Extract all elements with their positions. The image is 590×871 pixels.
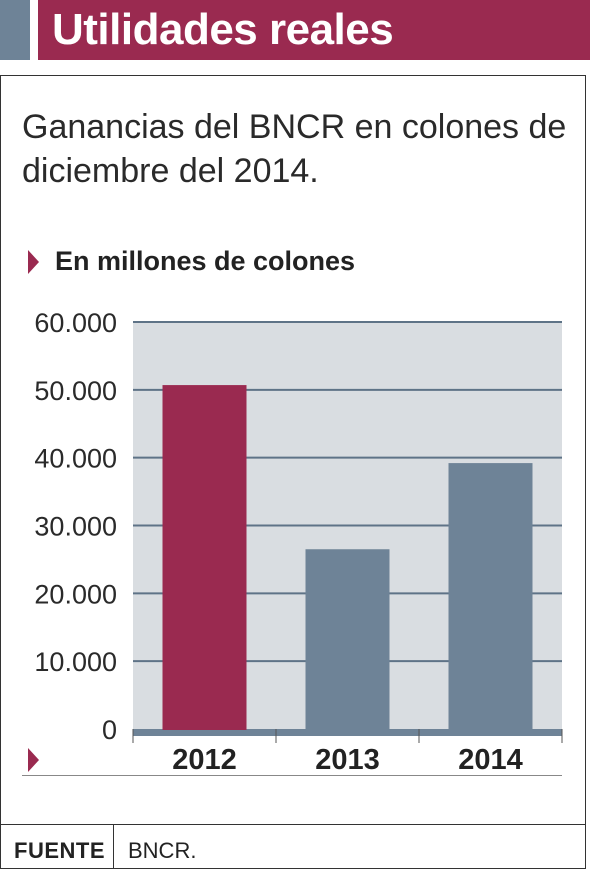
footer-rule — [0, 824, 586, 825]
y-tick-label: 60.000 — [34, 308, 117, 338]
y-tick-label: 30.000 — [34, 512, 117, 542]
y-tick-label: 40.000 — [34, 444, 117, 474]
chart-subtitle: Ganancias del BNCR en colones de diciemb… — [22, 108, 567, 190]
source-label: FUENTE — [14, 838, 105, 863]
xaxis-marker-icon — [28, 748, 39, 772]
bar-2013 — [305, 549, 390, 730]
header-bar — [38, 0, 590, 60]
x-tick-label: 2012 — [172, 744, 237, 770]
source-value: BNCR. — [128, 838, 197, 863]
units-label: En millones de colones — [55, 246, 356, 276]
xaxis-rule — [22, 775, 562, 776]
y-tick-label: 0 — [102, 715, 117, 745]
chart-frame — [0, 75, 586, 869]
x-tick-label: 2014 — [458, 744, 523, 770]
x-tick-label: 2013 — [315, 744, 380, 770]
y-tick-label: 10.000 — [34, 647, 117, 677]
y-tick-label: 50.000 — [34, 376, 117, 406]
footer-divider — [113, 824, 114, 869]
bar-2014 — [448, 463, 533, 730]
header-accent-block — [0, 0, 30, 60]
bar-2012 — [162, 385, 247, 730]
x-axis-line — [133, 729, 562, 736]
units-marker-icon — [28, 250, 39, 274]
bar-chart: 0 10.000 20.000 30.000 40.000 50.000 60.000 201… — [34, 308, 563, 770]
y-tick-label: 20.000 — [34, 579, 117, 609]
chart-title: Utilidades reales — [52, 5, 394, 54]
